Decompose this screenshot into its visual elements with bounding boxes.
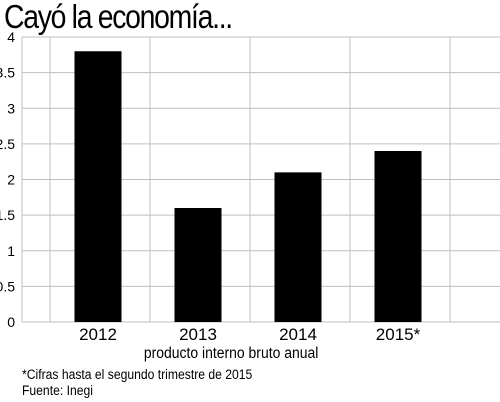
bar xyxy=(374,151,422,322)
x-axis-label: producto interno bruto anual xyxy=(143,345,319,362)
y-tick-label: 4 xyxy=(7,29,15,45)
bar xyxy=(174,208,222,322)
x-tick-labels: 2012 2013 2014 2015* xyxy=(79,325,421,344)
y-tick-label: 0.5 xyxy=(0,278,15,294)
x-tick-label: 2014 xyxy=(279,325,317,344)
y-tick-label: 0 xyxy=(7,314,15,330)
y-tick-label: 1 xyxy=(7,243,15,259)
y-tick-label: 2 xyxy=(7,172,15,188)
bars xyxy=(74,51,422,322)
source-note: Fuente: Inegi xyxy=(22,383,93,398)
y-tick-labels: 0 0.5 1 1.5 2 2.5 3 3.5 4 xyxy=(0,29,15,330)
x-tick-label: 2015* xyxy=(376,325,421,344)
chart-title: Cayó la economía... xyxy=(4,0,233,35)
x-tick-label: 2012 xyxy=(79,325,117,344)
bar xyxy=(74,51,122,322)
x-tick-label: 2013 xyxy=(179,325,217,344)
y-tick-label: 3.5 xyxy=(0,65,15,81)
y-tick-label: 3 xyxy=(7,100,15,116)
bar xyxy=(274,172,322,322)
footnote: *Cifras hasta el segundo trimestre de 20… xyxy=(22,367,253,382)
y-tick-label: 1.5 xyxy=(0,207,15,223)
y-tick-label: 2.5 xyxy=(0,136,15,152)
